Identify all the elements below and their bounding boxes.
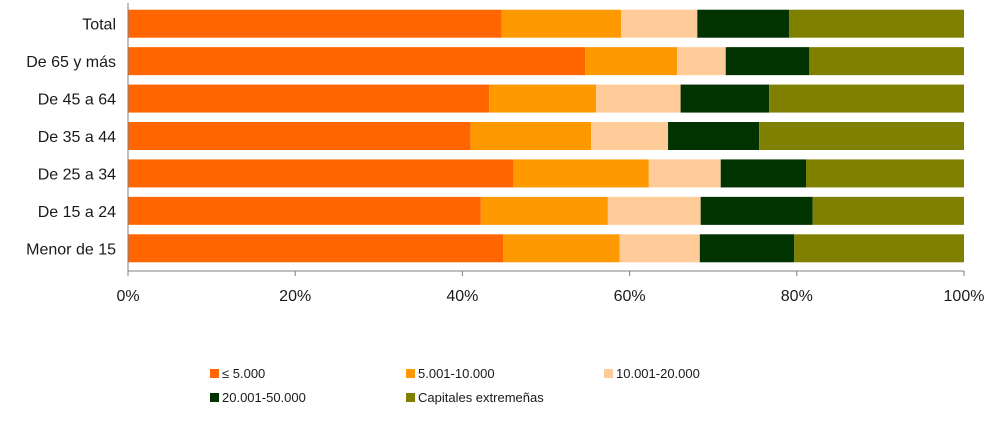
legend-swatch <box>406 393 415 402</box>
legend-item: 20.001-50.000 <box>210 390 306 405</box>
bar-segment <box>470 122 592 150</box>
bar-segment <box>607 196 701 225</box>
category-label: Total <box>82 17 116 34</box>
legend-swatch <box>210 393 219 402</box>
bar-segment <box>128 47 586 76</box>
legend-label: 5.001-10.000 <box>418 366 495 381</box>
legend-label: 20.001-50.000 <box>222 390 306 405</box>
bar-segment <box>480 196 608 225</box>
category-label: Menor de 15 <box>26 241 116 258</box>
bar-segment <box>668 122 760 150</box>
category-label: De 45 a 64 <box>38 92 116 109</box>
bar-segment <box>725 47 810 76</box>
bar-segment <box>648 159 721 188</box>
bar-segment <box>680 84 770 113</box>
x-tick-label: 60% <box>614 288 646 305</box>
category-label: De 35 a 44 <box>38 129 116 146</box>
category-label: De 15 a 24 <box>38 204 116 221</box>
bar-segment <box>700 196 813 225</box>
x-tick-label: 20% <box>279 288 311 305</box>
bar-segment <box>585 47 678 76</box>
bar-segment <box>128 84 490 113</box>
bar-segment <box>128 159 514 188</box>
category-label: De 65 y más <box>26 54 116 71</box>
legend-swatch <box>210 369 219 378</box>
chart-legend: ≤ 5.000 5.001-10.000 10.001-20.000 20.001-5… <box>210 366 770 410</box>
bar-segment <box>789 9 964 38</box>
legend-item: Capitales extremeñas <box>406 390 544 405</box>
legend-swatch <box>604 369 613 378</box>
bar-segment <box>720 159 806 188</box>
x-tick-label: 40% <box>446 288 478 305</box>
bar-segment <box>489 84 597 113</box>
bar-segment <box>812 196 964 225</box>
category-label: De 25 a 34 <box>38 166 116 183</box>
legend-item: 10.001-20.000 <box>604 366 700 381</box>
bar-segment <box>513 159 649 188</box>
bar-segment <box>805 159 964 188</box>
legend-swatch <box>406 369 415 378</box>
bar-segment <box>677 47 726 76</box>
bar-segment <box>697 9 790 38</box>
x-tick-label: 0% <box>116 288 139 305</box>
bar-segment <box>794 234 964 263</box>
bar-segment <box>769 84 964 113</box>
bar-segment <box>128 196 481 225</box>
legend-label: Capitales extremeñas <box>418 390 544 405</box>
legend-item: 5.001-10.000 <box>406 366 495 381</box>
bar-segment <box>503 234 620 263</box>
legend-label: ≤ 5.000 <box>222 366 266 381</box>
bar-segment <box>621 9 698 38</box>
bar-segment <box>128 122 471 150</box>
bar-segment <box>619 234 700 263</box>
legend-label: 10.001-20.000 <box>616 366 700 381</box>
bar-segment <box>591 122 669 150</box>
bar-segment <box>699 234 795 263</box>
legend-item: ≤ 5.000 <box>210 366 265 381</box>
bar-segment <box>809 47 964 76</box>
x-tick-label: 100% <box>944 288 985 305</box>
bar-segment <box>128 9 502 38</box>
bar-segment <box>596 84 681 113</box>
bar-segment <box>759 122 964 150</box>
x-tick-label: 80% <box>781 288 813 305</box>
bar-segment <box>501 9 622 38</box>
bar-segment <box>128 234 504 263</box>
